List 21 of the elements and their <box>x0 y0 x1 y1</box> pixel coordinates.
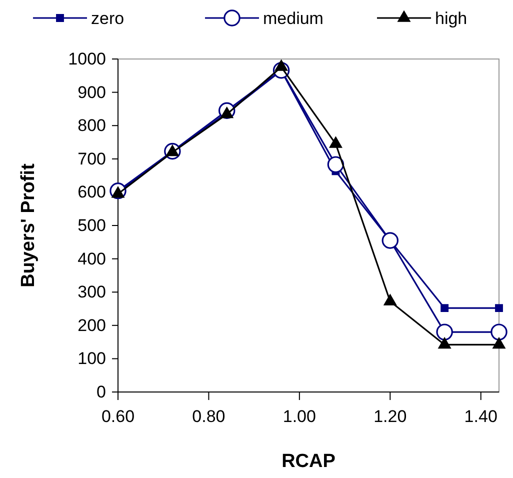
x-axis-title: RCAP <box>282 451 336 472</box>
y-tick-label: 300 <box>78 282 106 302</box>
y-tick-label: 600 <box>78 182 106 202</box>
y-tick-label: 900 <box>78 82 106 102</box>
y-tick-label: 400 <box>78 249 106 268</box>
x-tick-label: 0.60 <box>101 407 135 426</box>
legend-label: medium <box>263 9 324 28</box>
y-tick-label: 0 <box>96 382 106 402</box>
x-tick-label: 1.20 <box>374 407 407 426</box>
y-tick-label: 700 <box>78 149 106 168</box>
y-tick-label: 100 <box>78 349 106 368</box>
y-axis-title: Buyers' Profit <box>18 162 39 288</box>
y-tick-label: 1000 <box>68 49 106 68</box>
y-tick-label: 500 <box>78 216 106 235</box>
legend-label: zero <box>91 9 124 28</box>
x-tick-label: 1.40 <box>464 407 498 426</box>
x-tick-label: 1.00 <box>282 407 316 426</box>
legend-label: high <box>435 9 468 28</box>
y-tick-label: 800 <box>78 116 106 136</box>
y-tick-label: 200 <box>78 316 106 335</box>
x-tick-label: 0.80 <box>192 407 226 426</box>
